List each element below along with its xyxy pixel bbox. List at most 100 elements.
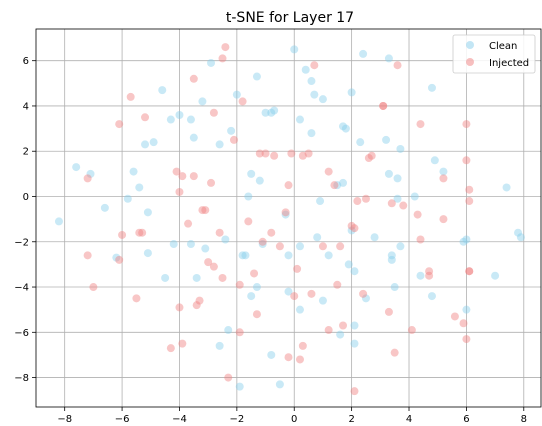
point-clean — [459, 237, 468, 246]
point-injected — [229, 135, 238, 144]
point-clean — [502, 183, 511, 192]
point-clean — [318, 296, 327, 305]
y-tick-label: 6 — [23, 56, 29, 67]
y-tick-label: −2 — [14, 237, 29, 248]
point-injected — [307, 289, 316, 298]
point-injected — [295, 355, 304, 364]
point-injected — [115, 120, 124, 129]
axis-ticks: −8 −6 −4 −2 0 2 4 6 8 −8 −6 −4 −2 0 2 4 6 — [14, 56, 527, 425]
point-clean — [307, 129, 316, 138]
point-injected — [350, 387, 359, 396]
point-clean — [516, 233, 525, 242]
point-injected — [462, 335, 471, 344]
point-injected — [290, 292, 299, 301]
x-tick-label: −6 — [115, 414, 130, 425]
point-injected — [189, 74, 198, 83]
point-injected — [209, 108, 218, 117]
x-tick-label: −4 — [172, 414, 187, 425]
x-tick-label: 8 — [521, 414, 527, 425]
point-clean — [284, 251, 293, 260]
point-injected — [347, 221, 356, 230]
point-clean — [341, 124, 350, 133]
point-injected — [83, 251, 92, 260]
point-injected — [201, 206, 210, 215]
point-injected — [298, 151, 307, 160]
point-injected — [416, 120, 425, 129]
point-clean — [238, 251, 247, 260]
point-injected — [138, 228, 147, 237]
point-injected — [465, 267, 474, 276]
x-tick-label: −2 — [229, 414, 244, 425]
point-clean — [241, 251, 250, 260]
point-injected — [304, 149, 313, 158]
y-tick-label: −4 — [14, 283, 29, 294]
point-injected — [89, 283, 98, 292]
point-injected — [287, 149, 296, 158]
point-clean — [313, 233, 322, 242]
grid-lines — [36, 29, 541, 407]
point-injected — [132, 294, 141, 303]
point-injected — [235, 280, 244, 289]
point-clean — [336, 330, 345, 339]
point-injected — [172, 167, 181, 176]
point-clean — [284, 287, 293, 296]
point-clean — [384, 169, 393, 178]
point-clean — [267, 108, 276, 117]
point-injected — [310, 61, 319, 70]
point-clean — [100, 203, 109, 212]
y-tick-label: −8 — [14, 373, 29, 384]
point-clean — [129, 167, 138, 176]
point-injected — [115, 255, 124, 264]
x-tick-label: 2 — [348, 414, 354, 425]
point-clean — [427, 83, 436, 92]
point-injected — [450, 312, 459, 321]
point-injected — [178, 172, 187, 181]
y-tick-label: −6 — [14, 328, 29, 339]
point-clean — [224, 326, 233, 335]
point-injected — [207, 178, 216, 187]
point-injected — [252, 310, 261, 319]
point-injected — [399, 201, 408, 210]
point-injected — [350, 224, 359, 233]
point-clean — [161, 273, 170, 282]
point-injected — [126, 92, 135, 101]
point-clean — [189, 133, 198, 142]
x-tick-label: 0 — [291, 414, 297, 425]
point-injected — [175, 303, 184, 312]
point-clean — [255, 176, 264, 185]
point-injected — [465, 197, 474, 206]
point-injected — [293, 264, 302, 273]
point-injected — [204, 258, 213, 267]
point-injected — [333, 280, 342, 289]
point-injected — [275, 242, 284, 251]
point-clean — [307, 77, 316, 86]
point-clean — [462, 305, 471, 314]
point-injected — [364, 154, 373, 163]
point-injected — [361, 194, 370, 203]
point-clean — [201, 244, 210, 253]
legend-label-clean: Clean — [489, 41, 517, 52]
point-clean — [387, 251, 396, 260]
point-injected — [359, 289, 368, 298]
point-injected — [238, 97, 247, 106]
point-clean — [123, 194, 132, 203]
point-clean — [384, 54, 393, 63]
point-clean — [86, 169, 95, 178]
point-clean — [261, 108, 270, 117]
point-injected — [166, 344, 175, 353]
point-clean — [141, 140, 150, 149]
point-injected — [255, 149, 264, 158]
point-injected — [270, 151, 279, 160]
point-clean — [232, 90, 241, 99]
point-clean — [244, 192, 253, 201]
point-injected — [384, 307, 393, 316]
point-clean — [393, 174, 402, 183]
point-injected — [330, 181, 339, 190]
point-clean — [491, 271, 500, 280]
point-injected — [439, 174, 448, 183]
point-clean — [318, 95, 327, 104]
point-clean — [143, 208, 152, 217]
point-clean — [227, 126, 236, 135]
point-injected — [267, 228, 276, 237]
